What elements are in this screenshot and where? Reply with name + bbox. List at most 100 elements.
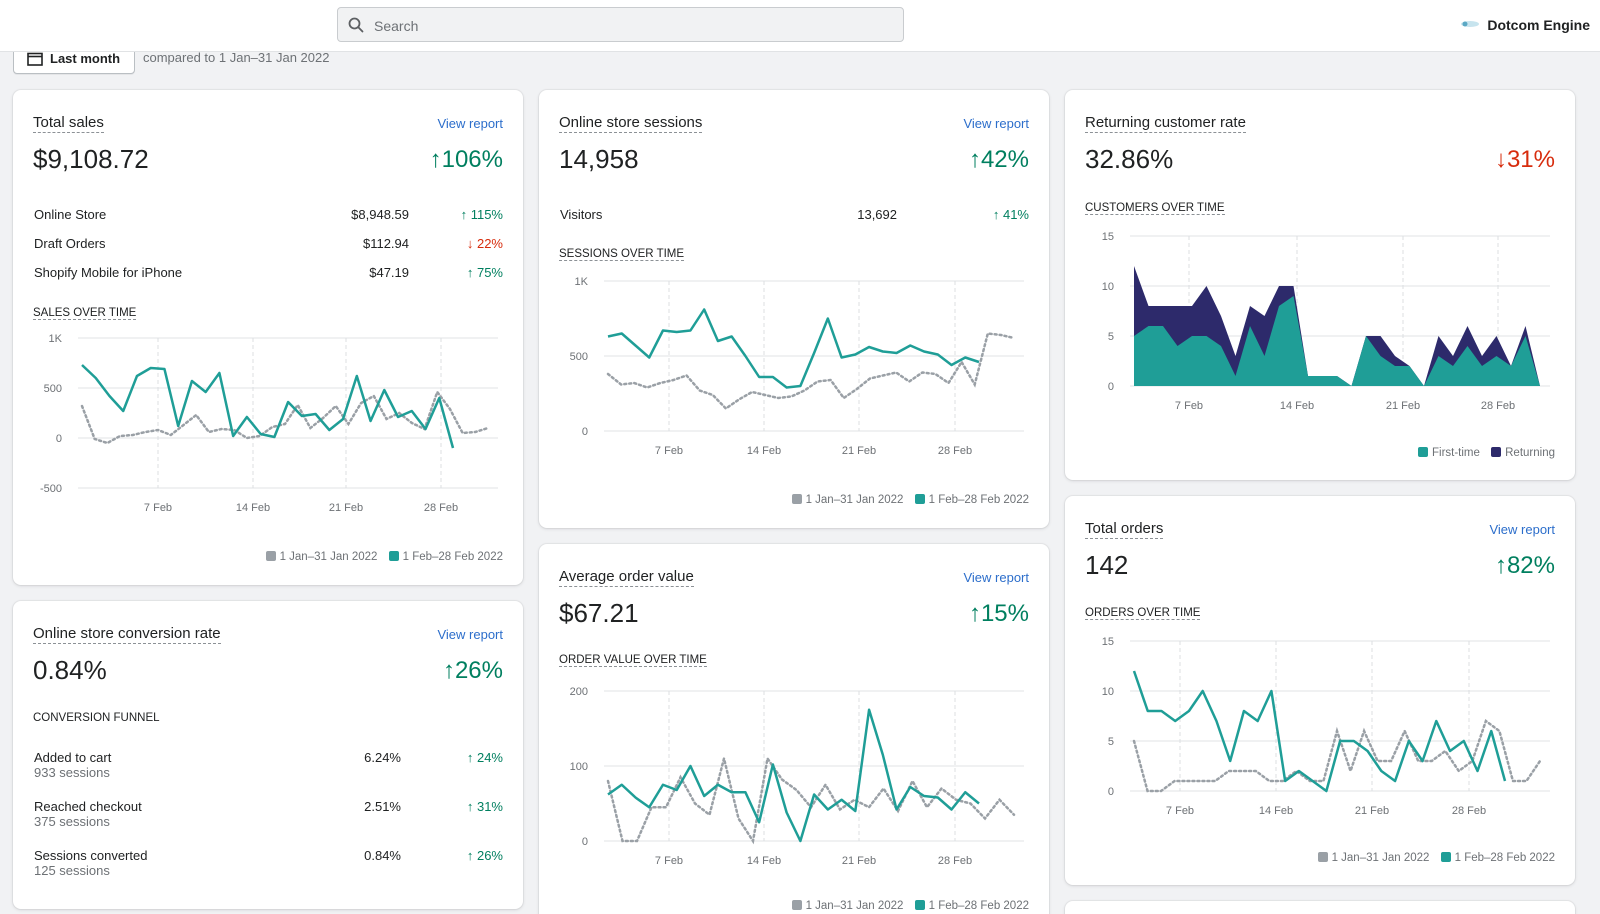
legend-current: 1 Feb–28 Feb 2022	[1454, 852, 1555, 864]
x-tick-label: 7 Feb	[144, 502, 172, 514]
view-report-link[interactable]: View report	[1489, 522, 1555, 537]
chart-legend: 1 Jan–31 Jan 2022 1 Feb–28 Feb 2022	[1310, 852, 1555, 864]
section-title[interactable]: ORDER VALUE OVER TIME	[559, 654, 707, 667]
card-title[interactable]: Average order value	[559, 568, 694, 587]
card-title[interactable]: Returning customer rate	[1085, 114, 1246, 133]
card-title[interactable]: Total orders	[1085, 520, 1164, 539]
section-title: CONVERSION FUNNEL	[33, 712, 160, 724]
chart-legend: 1 Jan–31 Jan 2022 1 Feb–28 Feb 2022	[784, 494, 1029, 506]
total-sales-card: Total sales View report $9,108.72 ↑106% …	[13, 90, 523, 585]
view-report-link[interactable]: View report	[437, 116, 503, 131]
legend-swatch-previous	[265, 551, 276, 561]
funnel-step-delta: ↑ 31%	[466, 799, 503, 814]
legend-swatch-previous	[791, 494, 802, 504]
funnel-step-label: Reached checkout	[34, 799, 142, 814]
breakdown-delta: ↑ 115%	[460, 207, 503, 222]
funnel-step-delta: ↑ 26%	[466, 848, 503, 863]
section-title[interactable]: CUSTOMERS OVER TIME	[1085, 202, 1225, 215]
chart-legend: 1 Jan–31 Jan 2022 1 Feb–28 Feb 2022	[258, 551, 503, 563]
legend-swatch-current	[1440, 852, 1451, 862]
x-tick-label: 21 Feb	[329, 502, 363, 514]
breakdown-label: Shopify Mobile for iPhone	[34, 265, 183, 280]
y-tick-label: 10	[1102, 281, 1114, 293]
legend-returning: Returning	[1505, 447, 1555, 459]
breakdown-delta: ↑ 75%	[466, 265, 503, 280]
x-tick-label: 28 Feb	[938, 445, 972, 457]
breakdown-label: Draft Orders	[34, 236, 106, 251]
aov-card: Average order value View report $67.21 ↑…	[539, 544, 1049, 914]
breakdown-delta: ↓ 22%	[466, 236, 503, 251]
breakdown-value: $47.19	[369, 265, 409, 280]
y-tick-label: 200	[570, 686, 588, 698]
x-tick-label: 7 Feb	[655, 445, 683, 457]
funnel-step: Added to cart 933 sessions	[34, 750, 111, 780]
x-tick-label: 14 Feb	[236, 502, 270, 514]
customers-chart: 15 10 5 0 7 Feb 14 Feb 21 Feb 28 Feb	[1102, 231, 1550, 412]
search-icon	[348, 17, 364, 33]
x-tick-label: 21 Feb	[842, 445, 876, 457]
legend-previous: 1 Jan–31 Jan 2022	[805, 494, 904, 506]
orders-chart: 15 10 5 0 7 Feb 14 Feb 21 Feb 28 Feb	[1102, 636, 1550, 817]
legend-current: 1 Feb–28 Feb 2022	[928, 494, 1029, 506]
total-sales-value: $9,108.72	[33, 144, 149, 174]
funnel-step-sessions: 125 sessions	[34, 863, 110, 878]
aov-value: $67.21	[559, 598, 639, 628]
x-tick-label: 14 Feb	[747, 445, 781, 457]
y-tick-label: 5	[1108, 331, 1114, 343]
search-placeholder: Search	[374, 18, 419, 34]
x-tick-label: 14 Feb	[747, 855, 781, 867]
next-card	[1065, 901, 1575, 914]
view-report-link[interactable]: View report	[437, 627, 503, 642]
search-bar[interactable]: Search	[337, 7, 904, 42]
sessions-value: 14,958	[559, 144, 639, 174]
view-report-link[interactable]: View report	[963, 570, 1029, 585]
breakdown-value: $112.94	[362, 236, 409, 251]
sessions-delta: ↑42%	[968, 146, 1029, 173]
y-tick-label: 5	[1108, 736, 1114, 748]
legend-previous: 1 Jan–31 Jan 2022	[805, 900, 904, 912]
legend-swatch-previous	[1317, 852, 1328, 862]
legend-swatch-previous	[791, 900, 802, 910]
current-period-line	[607, 708, 980, 843]
funnel-step-delta: ↑ 24%	[466, 750, 503, 765]
legend-first-time: First-time	[1432, 447, 1480, 459]
chart-legend: 1 Jan–31 Jan 2022 1 Feb–28 Feb 2022	[784, 900, 1029, 912]
top-bar: Search Dotcom Engine	[0, 0, 1600, 52]
x-tick-label: 7 Feb	[1166, 805, 1194, 817]
legend-swatch-current	[388, 551, 399, 561]
current-period-line	[81, 364, 455, 449]
funnel-step-value: 0.84%	[364, 848, 401, 863]
calendar-icon	[27, 52, 43, 66]
breakdown-value: $8,948.59	[351, 207, 409, 222]
legend-previous: 1 Jan–31 Jan 2022	[279, 551, 378, 563]
aov-chart: 200 100 0 7 Feb 14 Feb 21 Feb 28 Feb	[570, 686, 1024, 867]
returning-delta: ↓31%	[1494, 146, 1555, 173]
total-sales-delta: ↑106%	[429, 146, 503, 173]
view-report-link[interactable]: View report	[963, 116, 1029, 131]
x-tick-label: 28 Feb	[1452, 805, 1486, 817]
funnel-step-label: Sessions converted	[34, 848, 148, 863]
y-tick-label: 15	[1102, 231, 1114, 243]
card-title[interactable]: Online store conversion rate	[33, 625, 221, 644]
y-tick-label: 0	[1108, 381, 1114, 393]
section-title[interactable]: SALES OVER TIME	[33, 307, 137, 320]
conversion-card: Online store conversion rate View report…	[13, 601, 523, 909]
card-title[interactable]: Total sales	[33, 114, 104, 133]
store-name[interactable]: Dotcom Engine	[1487, 17, 1590, 33]
current-period-line	[1132, 670, 1507, 793]
x-tick-label: 21 Feb	[1355, 805, 1389, 817]
funnel-step-sessions: 375 sessions	[34, 814, 110, 829]
x-tick-label: 21 Feb	[842, 855, 876, 867]
section-title[interactable]: SESSIONS OVER TIME	[559, 248, 685, 261]
x-tick-label: 28 Feb	[424, 502, 458, 514]
breakdown-label: Online Store	[34, 207, 107, 222]
y-tick-label: 15	[1102, 636, 1114, 648]
card-title[interactable]: Online store sessions	[559, 114, 703, 133]
previous-period-line	[606, 332, 1016, 411]
date-range-label: Last month	[50, 51, 121, 66]
y-tick-label: -500	[40, 483, 62, 495]
section-title[interactable]: ORDERS OVER TIME	[1085, 607, 1201, 620]
store-logo-icon	[1461, 21, 1479, 27]
first-time-area	[1134, 296, 1540, 386]
legend-current: 1 Feb–28 Feb 2022	[928, 900, 1029, 912]
